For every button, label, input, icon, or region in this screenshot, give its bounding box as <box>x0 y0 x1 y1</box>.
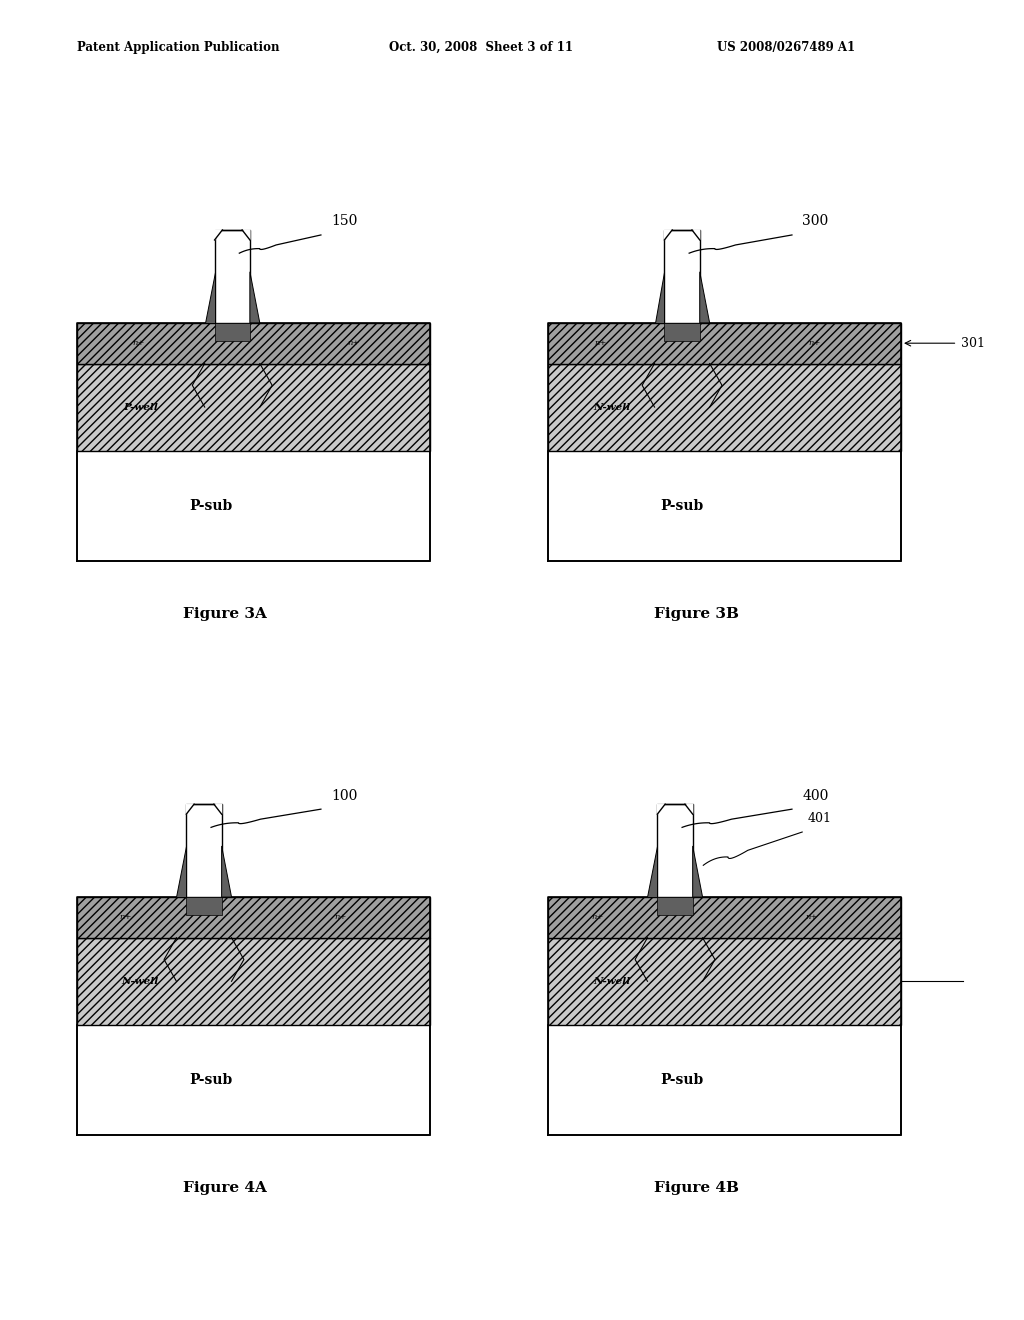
Bar <box>186 898 221 915</box>
Text: 300: 300 <box>802 214 828 228</box>
Polygon shape <box>176 846 186 898</box>
Bar <box>548 898 901 937</box>
Polygon shape <box>699 272 710 323</box>
Text: 100: 100 <box>331 788 357 803</box>
Bar <box>77 323 430 363</box>
Text: n+: n+ <box>335 913 347 921</box>
Bar <box>548 937 901 1024</box>
Polygon shape <box>221 846 231 898</box>
Bar <box>665 323 699 341</box>
Text: N-well: N-well <box>593 977 630 986</box>
Polygon shape <box>692 230 699 240</box>
Polygon shape <box>654 272 665 323</box>
Bar <box>548 323 901 363</box>
Text: n+: n+ <box>347 339 359 347</box>
Text: Figure 3B: Figure 3B <box>653 607 738 620</box>
Bar <box>657 898 692 915</box>
Bar <box>215 230 250 323</box>
Polygon shape <box>215 230 222 240</box>
Text: 301: 301 <box>961 337 984 350</box>
Polygon shape <box>205 272 215 323</box>
Text: N-well: N-well <box>122 977 159 986</box>
Text: n+: n+ <box>591 913 603 921</box>
Bar <box>77 937 430 1024</box>
Text: 401: 401 <box>807 812 831 825</box>
Text: P-sub: P-sub <box>660 499 703 513</box>
Polygon shape <box>685 804 692 814</box>
Bar <box>665 230 699 323</box>
Polygon shape <box>692 846 702 898</box>
Polygon shape <box>214 804 221 814</box>
Text: Figure 4B: Figure 4B <box>653 1181 738 1195</box>
Bar <box>215 323 250 341</box>
Text: Figure 3A: Figure 3A <box>183 607 267 620</box>
Text: P-sub: P-sub <box>189 1073 232 1088</box>
Text: P-sub: P-sub <box>189 499 232 513</box>
Polygon shape <box>657 804 666 814</box>
Bar <box>77 450 430 561</box>
Polygon shape <box>242 230 250 240</box>
Bar <box>77 1024 430 1135</box>
Text: Oct. 30, 2008  Sheet 3 of 11: Oct. 30, 2008 Sheet 3 of 11 <box>389 41 573 54</box>
Bar <box>77 898 430 937</box>
Text: n+: n+ <box>806 913 818 921</box>
Text: n+: n+ <box>594 339 606 347</box>
Bar <box>77 363 430 450</box>
Text: P-sub: P-sub <box>660 1073 703 1088</box>
Polygon shape <box>250 272 260 323</box>
Bar <box>548 1024 901 1135</box>
Bar <box>548 450 901 561</box>
Text: 150: 150 <box>331 214 357 228</box>
Text: n+: n+ <box>133 339 145 347</box>
Bar <box>548 363 901 450</box>
Bar <box>657 804 692 898</box>
Text: US 2008/0267489 A1: US 2008/0267489 A1 <box>717 41 855 54</box>
Text: Patent Application Publication: Patent Application Publication <box>77 41 280 54</box>
Text: Figure 4A: Figure 4A <box>183 1181 267 1195</box>
Text: P-well: P-well <box>123 403 158 412</box>
Text: N-well: N-well <box>593 403 630 412</box>
Bar <box>186 804 221 898</box>
Polygon shape <box>647 846 657 898</box>
Text: 400: 400 <box>802 788 828 803</box>
Polygon shape <box>665 230 672 240</box>
Polygon shape <box>186 804 195 814</box>
Text: n+: n+ <box>120 913 132 921</box>
Text: n+: n+ <box>809 339 821 347</box>
